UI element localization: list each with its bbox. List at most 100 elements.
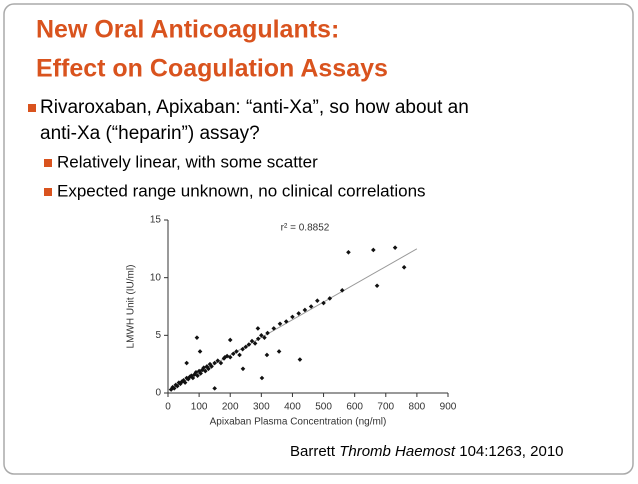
data-point <box>203 368 208 374</box>
data-point <box>173 382 179 388</box>
data-point <box>315 298 320 304</box>
data-point <box>178 381 183 387</box>
bullet-text: Rivaroxaban, Apixaban: “anti-Xa”, so how… <box>40 97 469 118</box>
data-point <box>283 319 289 324</box>
data-point <box>237 352 242 358</box>
bullet-text: Expected range unknown, no clinical corr… <box>57 181 426 200</box>
x-tick-label: 500 <box>315 402 332 413</box>
annotation: r² = 0.8852 <box>281 223 330 234</box>
data-point <box>262 335 267 340</box>
data-point <box>198 371 203 376</box>
data-point <box>271 326 277 331</box>
x-tick-label: 600 <box>346 402 363 413</box>
data-point <box>297 357 303 362</box>
data-point <box>207 361 213 367</box>
chart: 0 100 200 300 400 500 600 700 800 900 0 5 10 15 Apixab… <box>126 215 457 428</box>
citation-journal: Thromb Haemost <box>339 443 456 460</box>
bullet-list: Rivaroxaban, Apixaban: “anti-Xa”, so how… <box>28 97 469 200</box>
bullet-marker <box>44 188 52 196</box>
y-tick-label: 10 <box>150 272 162 283</box>
data-point <box>184 360 189 366</box>
x-tick-label: 400 <box>284 402 301 413</box>
data-point <box>168 387 174 392</box>
x-tick-label: 100 <box>191 402 208 413</box>
x-tick-label: 200 <box>222 402 239 413</box>
data-point <box>339 288 345 293</box>
data-point <box>192 372 197 377</box>
data-point <box>175 383 180 389</box>
fit-line <box>167 248 418 392</box>
data-point <box>215 358 221 364</box>
citation-author: Barrett <box>290 443 336 460</box>
data-point <box>302 307 308 313</box>
data-point <box>296 311 301 316</box>
title-line: Effect on Coagulation Assays <box>36 55 388 83</box>
bullet-text: Relatively linear, with some scatter <box>57 152 318 171</box>
data-point <box>187 374 193 380</box>
data-point <box>182 380 188 385</box>
data-point <box>290 314 295 320</box>
x-tick-label: 700 <box>377 402 394 413</box>
data-point <box>252 341 258 346</box>
x-tick-label: 0 <box>165 402 171 413</box>
data-point <box>255 336 261 342</box>
data-point <box>201 365 207 370</box>
data-point <box>321 300 326 306</box>
data-point <box>246 342 252 347</box>
y-tick-label: 0 <box>155 388 161 399</box>
data-point <box>346 249 351 255</box>
data-point <box>277 321 283 327</box>
data-point <box>327 296 333 301</box>
data-point <box>231 351 236 357</box>
data-point <box>259 375 265 381</box>
data-point <box>204 364 210 369</box>
citation-ref: 104:1263, 2010 <box>459 443 563 460</box>
data-point <box>181 378 186 383</box>
x-tick-label: 800 <box>409 402 426 413</box>
bullet-marker <box>44 159 52 167</box>
title-line: New Oral Anticoagulants: <box>36 16 339 44</box>
data-point <box>255 326 261 331</box>
data-point <box>189 373 194 378</box>
slide-frame <box>3 3 634 475</box>
data-point <box>240 366 246 372</box>
data-point <box>222 354 228 360</box>
data-point <box>265 330 270 336</box>
data-point <box>206 366 211 372</box>
data-point <box>227 337 233 343</box>
data-point <box>195 373 200 378</box>
data-point <box>243 344 249 350</box>
data-point <box>249 338 255 344</box>
x-tick-label: 300 <box>253 402 270 413</box>
y-tick-label: 5 <box>155 330 161 341</box>
bullet-marker <box>28 104 36 112</box>
data-point <box>392 245 398 250</box>
data-point <box>171 386 177 391</box>
data-point <box>190 375 196 381</box>
data-point <box>234 349 239 354</box>
data-point <box>227 354 233 360</box>
data-point <box>212 360 217 366</box>
x-tick-label: 900 <box>440 402 457 413</box>
data-point <box>276 349 282 354</box>
data-point <box>185 376 191 382</box>
y-axis-label: LMWH Unit (IU/ml) <box>126 265 137 349</box>
y-tick-label: 15 <box>150 215 162 226</box>
data-point <box>224 353 230 359</box>
data-point <box>209 364 214 369</box>
data-point <box>374 283 380 289</box>
data-point <box>218 360 224 366</box>
data-point <box>264 352 270 358</box>
data-point <box>259 333 264 338</box>
citation: Barrett Thromb Haemost 104:1263, 2010 <box>290 443 564 460</box>
bullet-text: anti-Xa (“heparin”) assay? <box>40 123 260 144</box>
data-point <box>197 349 203 354</box>
data-point <box>371 247 376 253</box>
x-axis-label: Apixaban Plasma Concentration (ng/ml) <box>210 417 387 428</box>
data-point <box>194 335 200 340</box>
data-point <box>212 386 217 391</box>
data-point <box>401 264 407 270</box>
data-point <box>240 346 245 352</box>
